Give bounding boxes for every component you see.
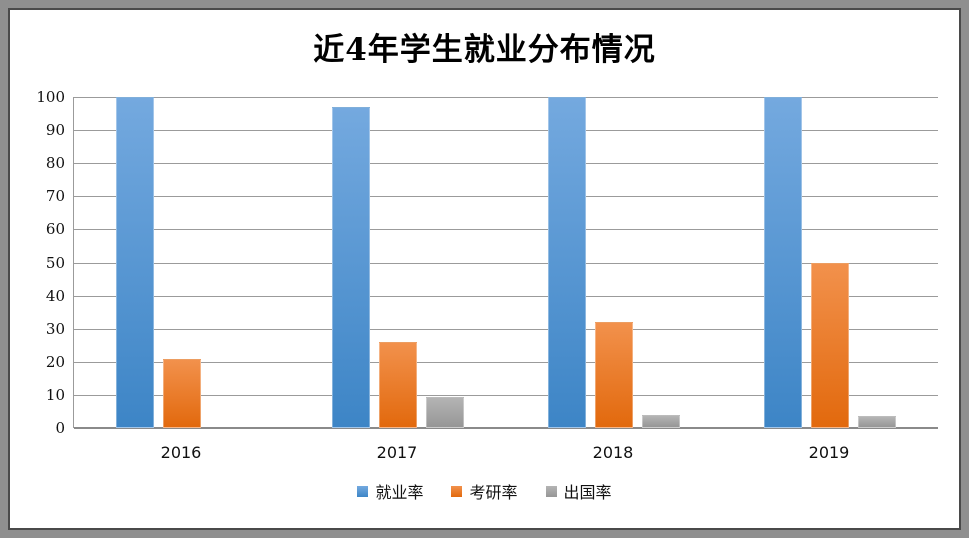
grid-line [74,262,938,264]
legend-label: 就业率 [375,483,424,502]
legend-swatch-icon [357,485,369,497]
bar-出国率-2018 [642,414,680,428]
grid-line [74,130,938,132]
legend-swatch-icon [545,485,557,497]
legend-item: 就业率 [357,479,423,503]
y-tick-label: 60 [45,220,65,239]
y-tick-label: 80 [45,154,65,173]
bar-考研率-2019 [811,262,849,428]
legend-label: 考研率 [469,483,518,502]
y-tick-label: 10 [45,385,65,404]
y-tick-label: 100 [36,88,65,106]
x-axis-label: 2016 [160,443,202,462]
bar-就业率-2017 [332,106,370,428]
legend-item: 出国率 [545,479,612,503]
bar-出国率-2017 [426,396,464,428]
y-tick-label: 50 [45,253,65,272]
legend-label: 出国率 [563,483,612,502]
bar-考研率-2018 [595,322,633,428]
legend: 就业率 考研率 出国率 [0,479,969,503]
y-tick-label: 20 [45,352,65,371]
x-axis-label: 2019 [808,443,850,462]
grid-line [74,163,938,165]
bar-就业率-2019 [764,97,802,428]
y-tick-label: 0 [55,419,65,437]
chart-title: 近4年学生就业分布情况 [313,32,656,68]
grid-line [74,229,938,231]
grid-line [74,97,938,98]
plot-area [73,97,938,429]
bar-考研率-2017 [379,341,417,428]
grid-line [74,394,938,396]
grid-line [74,295,938,297]
legend-swatch-icon [451,485,463,497]
y-tick-label: 30 [45,319,65,338]
bar-就业率-2016 [116,97,154,428]
y-tick-label: 90 [45,121,65,140]
grid-line [74,196,938,198]
y-tick-label: 40 [45,286,65,305]
bar-出国率-2019 [858,416,896,428]
x-axis-label: 2017 [376,443,418,462]
x-axis-label: 2018 [592,443,634,462]
x-axis-line [74,427,938,429]
grid-line [74,328,938,330]
legend-item: 考研率 [451,479,518,503]
grid-line [74,361,938,363]
y-tick-label: 70 [45,187,65,206]
bar-就业率-2018 [548,97,586,428]
bar-考研率-2016 [163,358,201,428]
